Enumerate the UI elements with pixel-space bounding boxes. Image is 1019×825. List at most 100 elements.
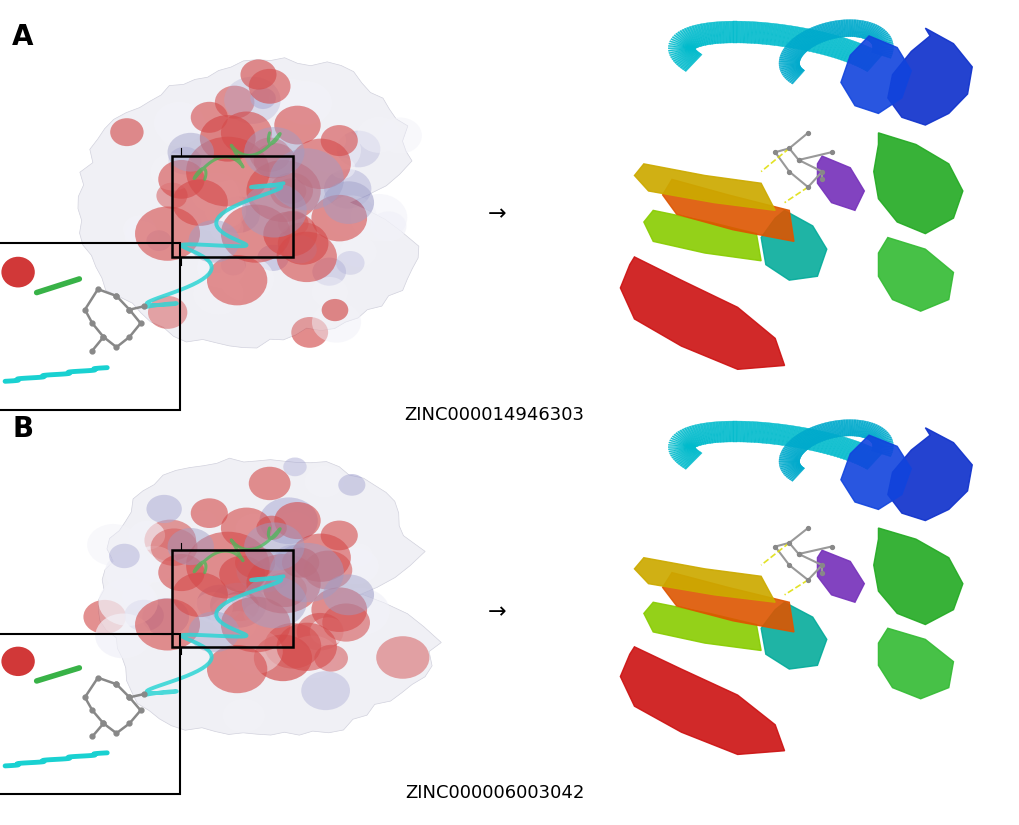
Circle shape <box>314 645 347 672</box>
Polygon shape <box>754 22 760 44</box>
Circle shape <box>242 613 298 658</box>
Polygon shape <box>668 440 694 448</box>
Circle shape <box>192 511 216 530</box>
Circle shape <box>283 235 317 263</box>
Text: →: → <box>487 205 505 224</box>
Polygon shape <box>758 22 764 45</box>
Polygon shape <box>887 28 971 125</box>
Polygon shape <box>873 528 962 625</box>
Polygon shape <box>797 28 807 50</box>
Circle shape <box>276 232 336 282</box>
Polygon shape <box>668 40 694 50</box>
Polygon shape <box>871 41 892 46</box>
Polygon shape <box>784 446 802 455</box>
Circle shape <box>185 137 269 206</box>
Circle shape <box>305 127 361 173</box>
Circle shape <box>247 554 320 613</box>
Polygon shape <box>866 26 879 40</box>
Polygon shape <box>785 466 802 478</box>
Circle shape <box>158 160 205 199</box>
Circle shape <box>221 111 272 154</box>
Polygon shape <box>843 41 857 62</box>
Polygon shape <box>760 210 826 280</box>
Circle shape <box>312 302 361 342</box>
Circle shape <box>167 133 214 172</box>
Polygon shape <box>855 20 861 37</box>
Polygon shape <box>877 629 953 699</box>
Polygon shape <box>871 43 893 47</box>
Polygon shape <box>779 457 799 460</box>
Polygon shape <box>780 65 800 72</box>
Polygon shape <box>864 451 882 469</box>
Polygon shape <box>77 58 419 348</box>
Polygon shape <box>817 424 827 440</box>
Polygon shape <box>783 67 801 77</box>
Polygon shape <box>699 24 707 45</box>
Circle shape <box>323 574 374 615</box>
Circle shape <box>378 117 422 153</box>
Polygon shape <box>823 434 835 455</box>
Polygon shape <box>845 20 848 37</box>
Polygon shape <box>856 446 872 465</box>
Polygon shape <box>864 24 874 40</box>
Polygon shape <box>789 26 799 49</box>
Polygon shape <box>808 28 819 44</box>
Polygon shape <box>779 64 799 68</box>
Polygon shape <box>810 27 821 43</box>
Polygon shape <box>823 422 832 439</box>
Circle shape <box>148 296 187 329</box>
Polygon shape <box>696 424 705 445</box>
Circle shape <box>305 466 343 497</box>
Circle shape <box>109 544 140 568</box>
Circle shape <box>322 603 370 642</box>
Polygon shape <box>785 45 803 56</box>
Polygon shape <box>674 49 696 64</box>
Polygon shape <box>870 34 889 44</box>
Circle shape <box>235 513 274 544</box>
Circle shape <box>95 614 151 658</box>
Circle shape <box>324 169 371 209</box>
Polygon shape <box>740 421 744 442</box>
Polygon shape <box>789 426 799 447</box>
Polygon shape <box>857 421 863 436</box>
Polygon shape <box>870 32 888 44</box>
Polygon shape <box>872 444 893 446</box>
Polygon shape <box>830 436 843 456</box>
Polygon shape <box>837 39 850 60</box>
Polygon shape <box>850 420 853 436</box>
Polygon shape <box>784 47 802 57</box>
Polygon shape <box>750 422 756 442</box>
Polygon shape <box>705 422 712 443</box>
Polygon shape <box>791 39 807 52</box>
Polygon shape <box>870 431 888 442</box>
Circle shape <box>269 79 316 119</box>
Text: ZINC000006003042: ZINC000006003042 <box>405 784 584 802</box>
Polygon shape <box>819 33 832 55</box>
Polygon shape <box>854 445 869 464</box>
Circle shape <box>316 128 345 153</box>
Text: →: → <box>487 602 505 622</box>
Polygon shape <box>780 453 800 459</box>
Polygon shape <box>834 38 846 59</box>
Polygon shape <box>702 423 709 444</box>
Circle shape <box>329 158 355 179</box>
Polygon shape <box>688 26 700 47</box>
Circle shape <box>172 179 227 226</box>
Bar <box>172 156 292 257</box>
Polygon shape <box>871 439 892 445</box>
Polygon shape <box>871 48 893 53</box>
Circle shape <box>310 617 345 646</box>
Polygon shape <box>667 48 694 49</box>
Polygon shape <box>669 48 694 58</box>
Polygon shape <box>676 449 696 464</box>
Polygon shape <box>674 448 696 462</box>
Circle shape <box>336 130 380 167</box>
Circle shape <box>147 230 171 251</box>
Polygon shape <box>675 33 694 50</box>
Circle shape <box>274 502 320 540</box>
Circle shape <box>105 551 156 592</box>
Polygon shape <box>791 69 804 84</box>
Polygon shape <box>799 33 813 48</box>
Circle shape <box>264 623 321 668</box>
Circle shape <box>216 196 260 233</box>
